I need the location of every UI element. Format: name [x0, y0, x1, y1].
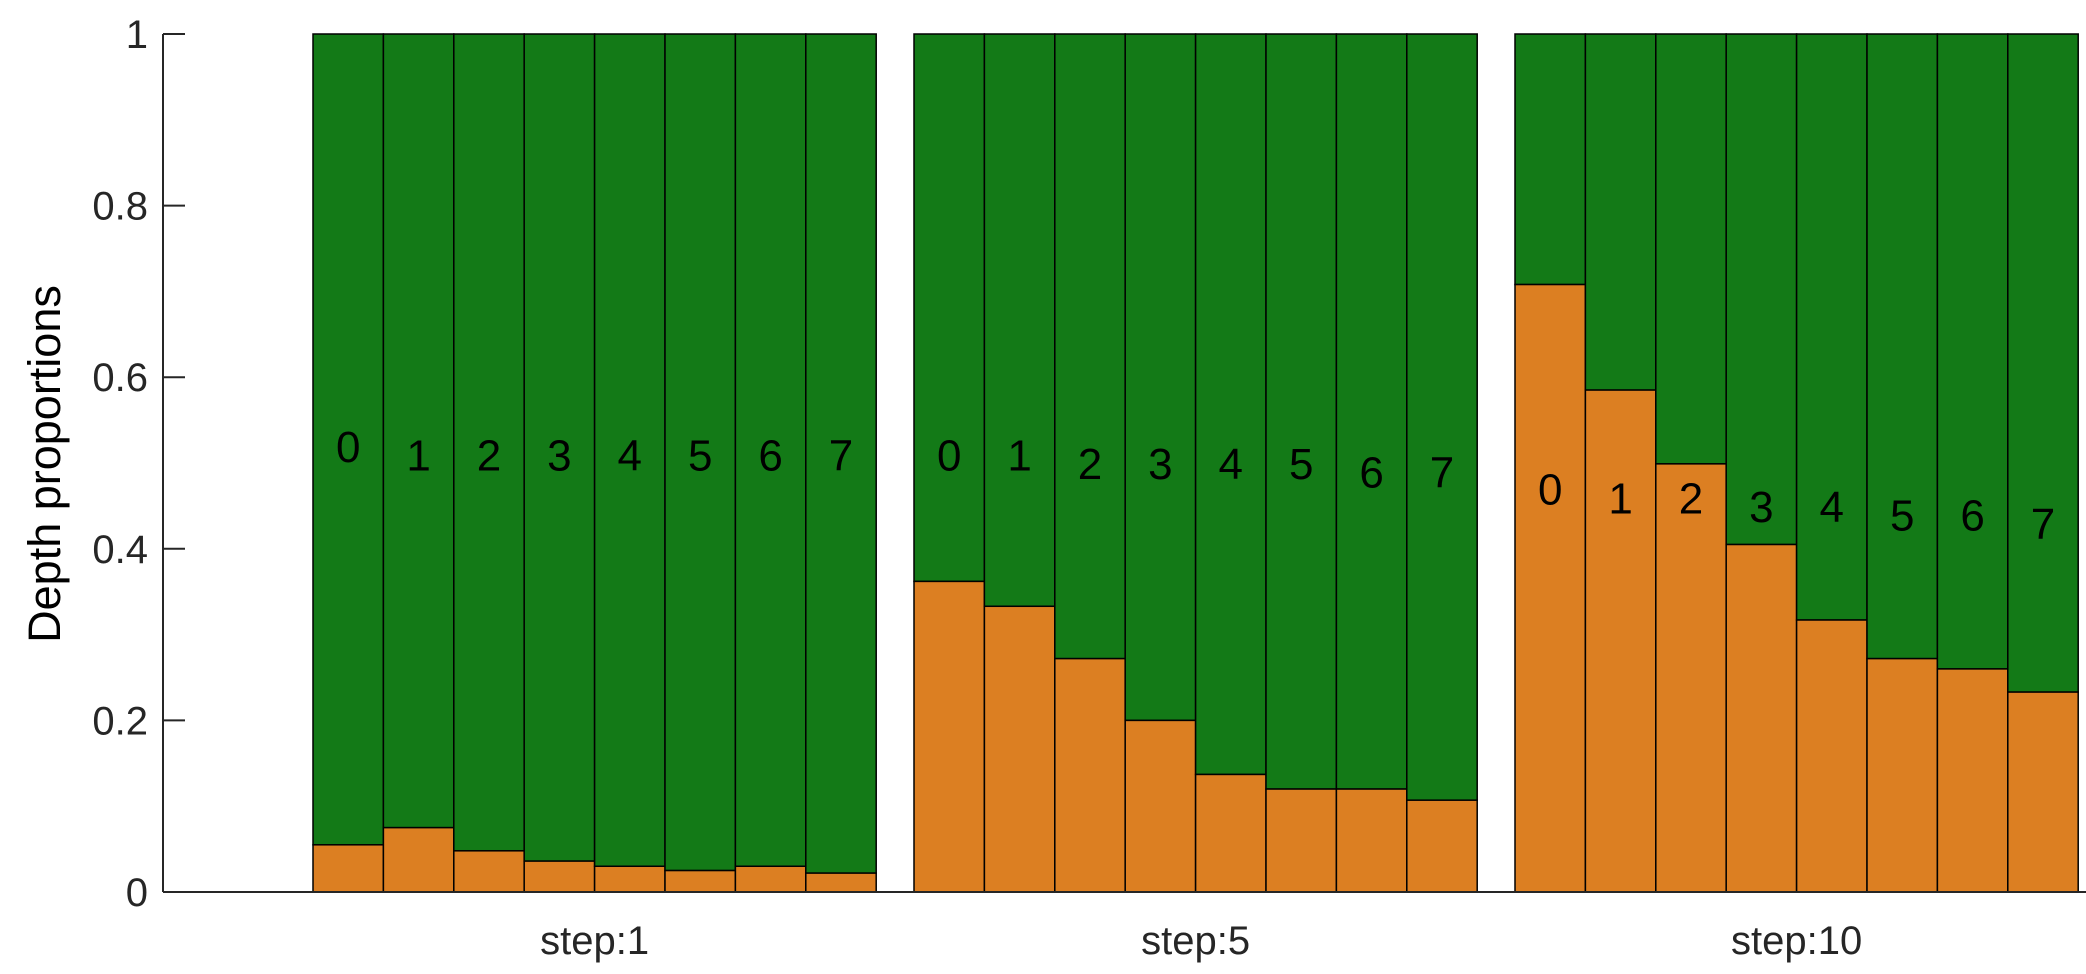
bar-upper-segment: [805, 33, 877, 874]
bar-label: 1: [1007, 431, 1031, 480]
bar-lower-segment: [1655, 463, 1727, 893]
bar-lower-segment: [805, 872, 877, 893]
bar-upper-segment: [983, 33, 1056, 608]
bar-lower-segment: [1936, 668, 2009, 893]
bar-upper-segment: [312, 33, 385, 846]
bar-label: 3: [1749, 483, 1773, 532]
bar-label: 2: [477, 431, 501, 480]
bar-lower-segment: [1406, 799, 1478, 893]
bar-upper-segment: [1335, 33, 1408, 790]
y-tick-label: 0: [126, 871, 148, 915]
bar-label: 1: [1608, 474, 1632, 523]
bar-label: 6: [758, 431, 782, 480]
bar-lower-segment: [312, 844, 385, 893]
bar-label: 4: [1219, 440, 1243, 489]
y-tick-label: 0.2: [92, 699, 148, 743]
bar-lower-segment: [593, 865, 666, 893]
x-group-label: step:10: [1731, 919, 1862, 963]
bar-lower-segment: [734, 865, 807, 893]
y-axis-label: Depth proportions: [19, 285, 70, 643]
x-group-label: step:1: [540, 919, 649, 963]
x-group-label: step:5: [1141, 919, 1250, 963]
bar-lower-segment: [382, 826, 455, 893]
bar-label: 4: [618, 431, 642, 480]
bar-upper-segment: [1265, 33, 1338, 790]
bar-label: 4: [1820, 483, 1844, 532]
bar-upper-segment: [1514, 33, 1587, 286]
y-tick-label: 0.6: [92, 356, 148, 400]
bar-label: 6: [1960, 491, 1984, 540]
bar-upper-segment: [664, 33, 737, 872]
y-tick-label: 0.8: [92, 185, 148, 229]
bar-lower-segment: [1194, 773, 1267, 893]
bar-label: 1: [406, 431, 430, 480]
bar-lower-segment: [1335, 788, 1408, 893]
bar-label: 5: [1890, 491, 1914, 540]
bar-label: 0: [336, 423, 360, 472]
bar-upper-segment: [1054, 33, 1126, 660]
bar-upper-segment: [1795, 33, 1868, 621]
bar-label: 7: [1430, 449, 1454, 498]
bar-lower-segment: [983, 605, 1056, 893]
bar-lower-segment: [1265, 788, 1338, 893]
bar-upper-segment: [593, 33, 666, 868]
bar-label: 3: [547, 431, 571, 480]
bar-lower-segment: [1795, 619, 1868, 893]
bar-lower-segment: [1514, 283, 1587, 893]
bar-label: 3: [1148, 440, 1172, 489]
bar-label: 7: [2031, 500, 2055, 549]
bar-upper-segment: [523, 33, 596, 862]
bar-upper-segment: [453, 33, 525, 852]
bar-upper-segment: [1866, 33, 1939, 660]
bar-lower-segment: [523, 860, 596, 893]
bar-upper-segment: [382, 33, 455, 829]
bar-upper-segment: [1725, 33, 1798, 546]
bars-layer: [312, 33, 2079, 893]
bar-label: 5: [1289, 440, 1313, 489]
bar-label: 2: [1078, 440, 1102, 489]
bar-lower-segment: [1124, 719, 1197, 893]
bar-lower-segment: [1054, 657, 1126, 893]
y-axis: 0 0.2 0.4 0.6 0.8 1: [92, 13, 2086, 915]
bar-upper-segment: [1194, 33, 1267, 776]
bar-lower-segment: [913, 580, 986, 893]
bar-lower-segment: [664, 869, 737, 893]
bar-lower-segment: [1866, 657, 1939, 893]
bar-upper-segment: [2007, 33, 2079, 693]
bar-lower-segment: [2007, 691, 2079, 893]
bar-label: 0: [937, 431, 961, 480]
bar-upper-segment: [1406, 33, 1478, 801]
bar-label: 5: [688, 431, 712, 480]
y-tick-label: 1: [126, 13, 148, 57]
bar-label: 6: [1359, 449, 1383, 498]
bar-label: 0: [1538, 466, 1562, 515]
bar-upper-segment: [1655, 33, 1727, 465]
y-tick-label: 0.4: [92, 528, 148, 572]
bar-upper-segment: [1936, 33, 2009, 670]
bar-label: 2: [1679, 474, 1703, 523]
bar-upper-segment: [1584, 33, 1657, 391]
bar-label: 7: [829, 431, 853, 480]
bar-lower-segment: [1584, 389, 1657, 893]
bar-upper-segment: [913, 33, 986, 583]
bar-lower-segment: [453, 850, 525, 893]
bar-lower-segment: [1725, 543, 1798, 893]
bar-upper-segment: [1124, 33, 1197, 722]
